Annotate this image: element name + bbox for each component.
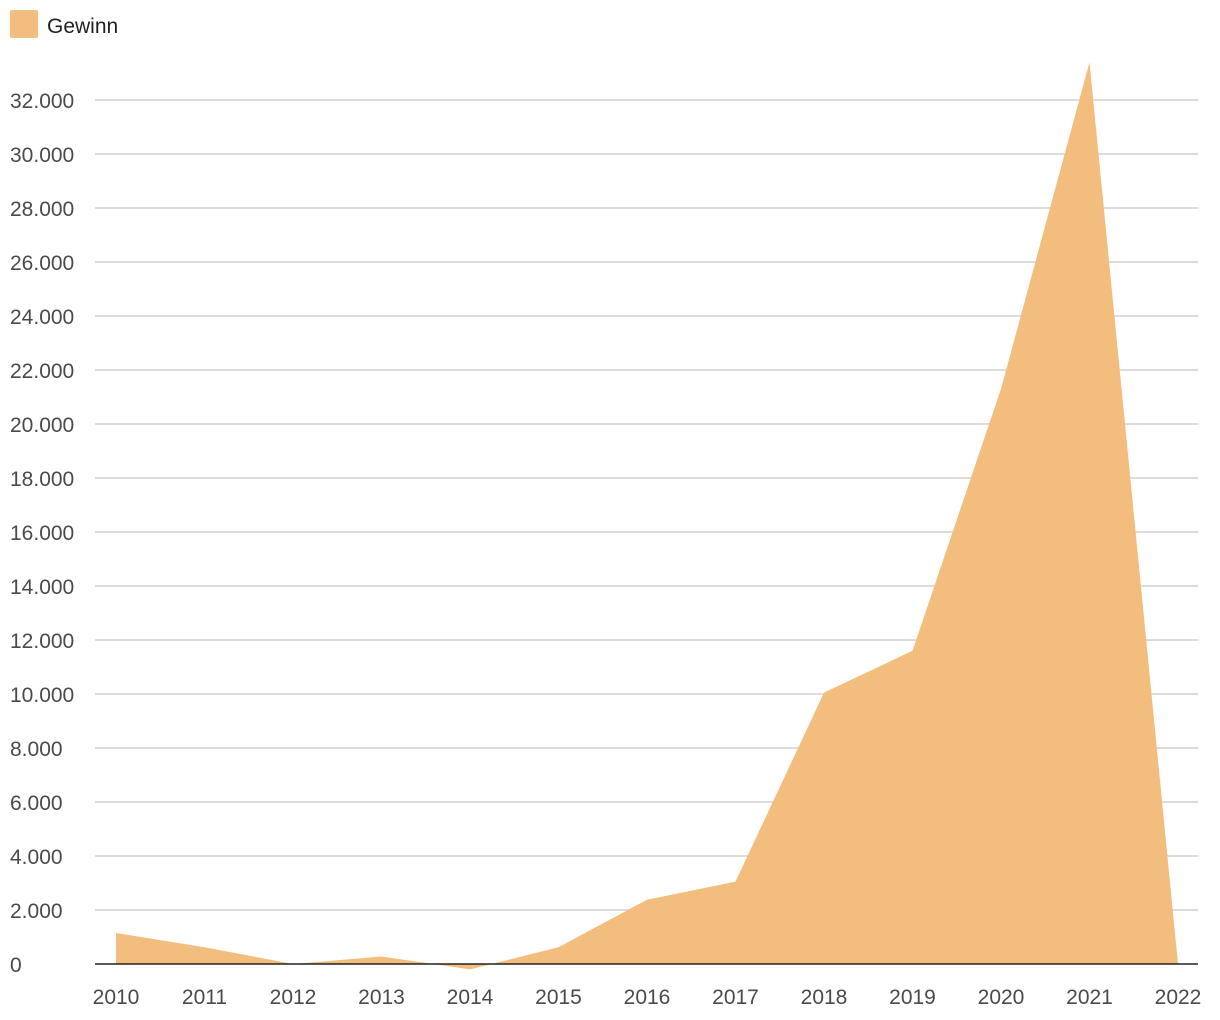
- x-tick-label: 2012: [270, 986, 317, 1009]
- gridlines: [95, 99, 1198, 911]
- legend: Gewinn: [10, 10, 118, 38]
- y-tick-label: 10.000: [10, 684, 74, 707]
- y-tick-label: 8.000: [10, 738, 63, 761]
- y-tick-label: 2.000: [10, 900, 63, 923]
- x-tick-label: 2017: [712, 986, 759, 1009]
- y-tick-label: 30.000: [10, 144, 74, 167]
- y-tick-label: 12.000: [10, 630, 74, 653]
- y-tick-label: 26.000: [10, 252, 74, 275]
- x-tick-label: 2013: [358, 986, 405, 1009]
- y-tick-label: 16.000: [10, 522, 74, 545]
- legend-swatch-gewinn: [10, 10, 38, 38]
- area-series-gewinn: [116, 62, 1178, 970]
- y-tick-label: 20.000: [10, 414, 74, 437]
- x-tick-label: 2019: [889, 986, 936, 1009]
- x-tick-label: 2021: [1066, 986, 1113, 1009]
- x-tick-label: 2022: [1155, 986, 1202, 1009]
- y-tick-label: 24.000: [10, 306, 74, 329]
- x-axis: 2010 2011 2012 2013 2014 2015 2016 2017 2018 2019…: [93, 986, 1202, 1009]
- x-tick-label: 2020: [978, 986, 1025, 1009]
- y-axis: 0 2.000 4.000 6.000 8.000 10.000 12.000 14.000 1…: [10, 90, 74, 977]
- x-tick-label: 2018: [801, 986, 848, 1009]
- y-tick-label: 18.000: [10, 468, 74, 491]
- x-tick-label: 2016: [624, 986, 671, 1009]
- plot-area: [95, 62, 1198, 970]
- y-tick-label: 4.000: [10, 846, 63, 869]
- y-tick-label: 14.000: [10, 576, 74, 599]
- y-tick-label: 0: [10, 954, 22, 977]
- x-tick-label: 2010: [93, 986, 140, 1009]
- y-tick-label: 28.000: [10, 198, 74, 221]
- y-tick-label: 6.000: [10, 792, 63, 815]
- x-tick-label: 2011: [182, 986, 227, 1009]
- x-tick-label: 2014: [447, 986, 494, 1009]
- legend-label-gewinn: Gewinn: [47, 15, 118, 38]
- x-tick-label: 2015: [535, 986, 582, 1009]
- y-tick-label: 32.000: [10, 90, 74, 113]
- y-tick-label: 22.000: [10, 360, 74, 383]
